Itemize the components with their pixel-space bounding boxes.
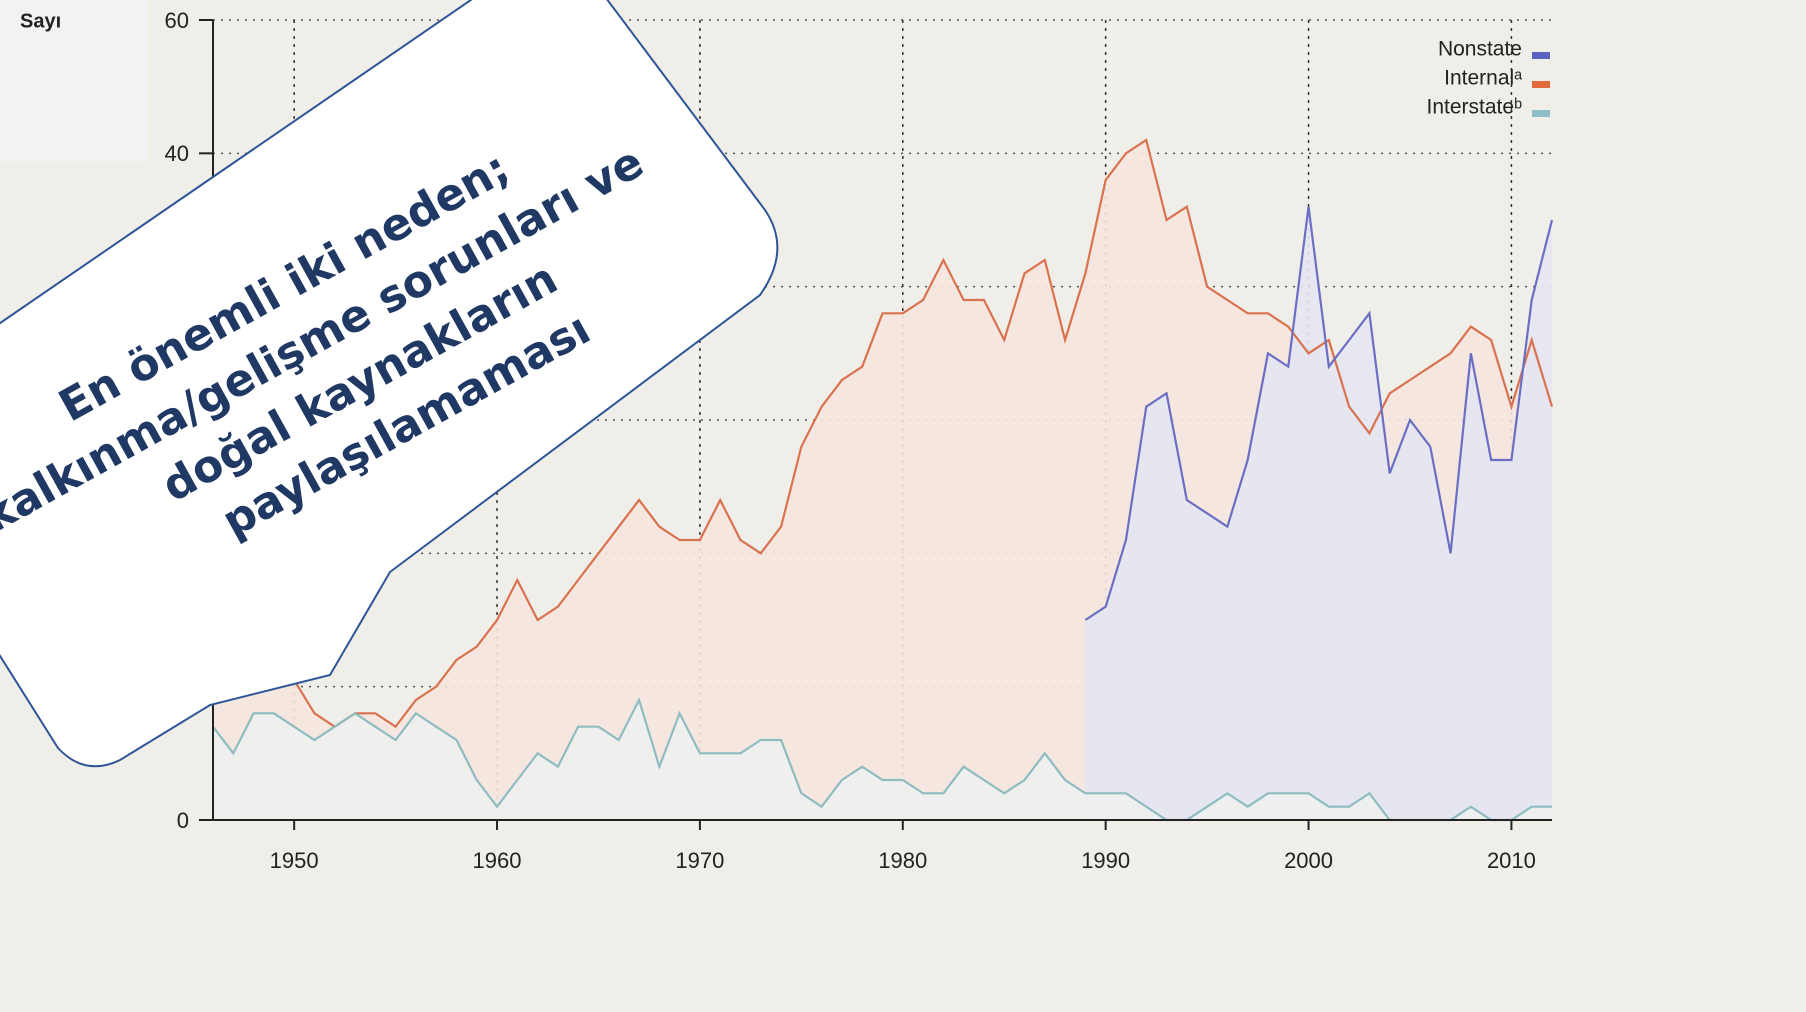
line [212, 697, 1552, 822]
x-tick-label: 1960 [473, 848, 522, 873]
y-axis-label: Sayı [20, 10, 61, 32]
x-tick-label: 1950 [270, 848, 319, 873]
line [1084, 206, 1554, 621]
legend-label: Nonstate [1438, 38, 1522, 61]
y-tick-label: 0 [177, 808, 189, 833]
x-tick-label: 1990 [1081, 848, 1130, 873]
y-tick-label: 60 [165, 8, 189, 33]
callout-bubble [0, 0, 779, 768]
legend-swatch [1532, 52, 1550, 59]
x-tick-label: 1970 [675, 848, 724, 873]
line [212, 138, 1554, 729]
plot: 0 40 60 1950 1960 1970 1980 1990 2000 2010 Nonstat… [165, 8, 1554, 873]
legend-swatch [1532, 81, 1550, 88]
x-tick-label: 1980 [878, 848, 927, 873]
x-tick-label: 2010 [1487, 848, 1536, 873]
legend-label: Interstateᵇ [1427, 96, 1523, 119]
legend-label: Internalᵃ [1444, 67, 1522, 90]
y-tick-label: 40 [165, 141, 189, 166]
legend-swatch [1532, 110, 1550, 117]
label-box [0, 0, 148, 162]
area [213, 700, 1552, 820]
area [1085, 206, 1552, 820]
x-tick-label: 2000 [1284, 848, 1333, 873]
